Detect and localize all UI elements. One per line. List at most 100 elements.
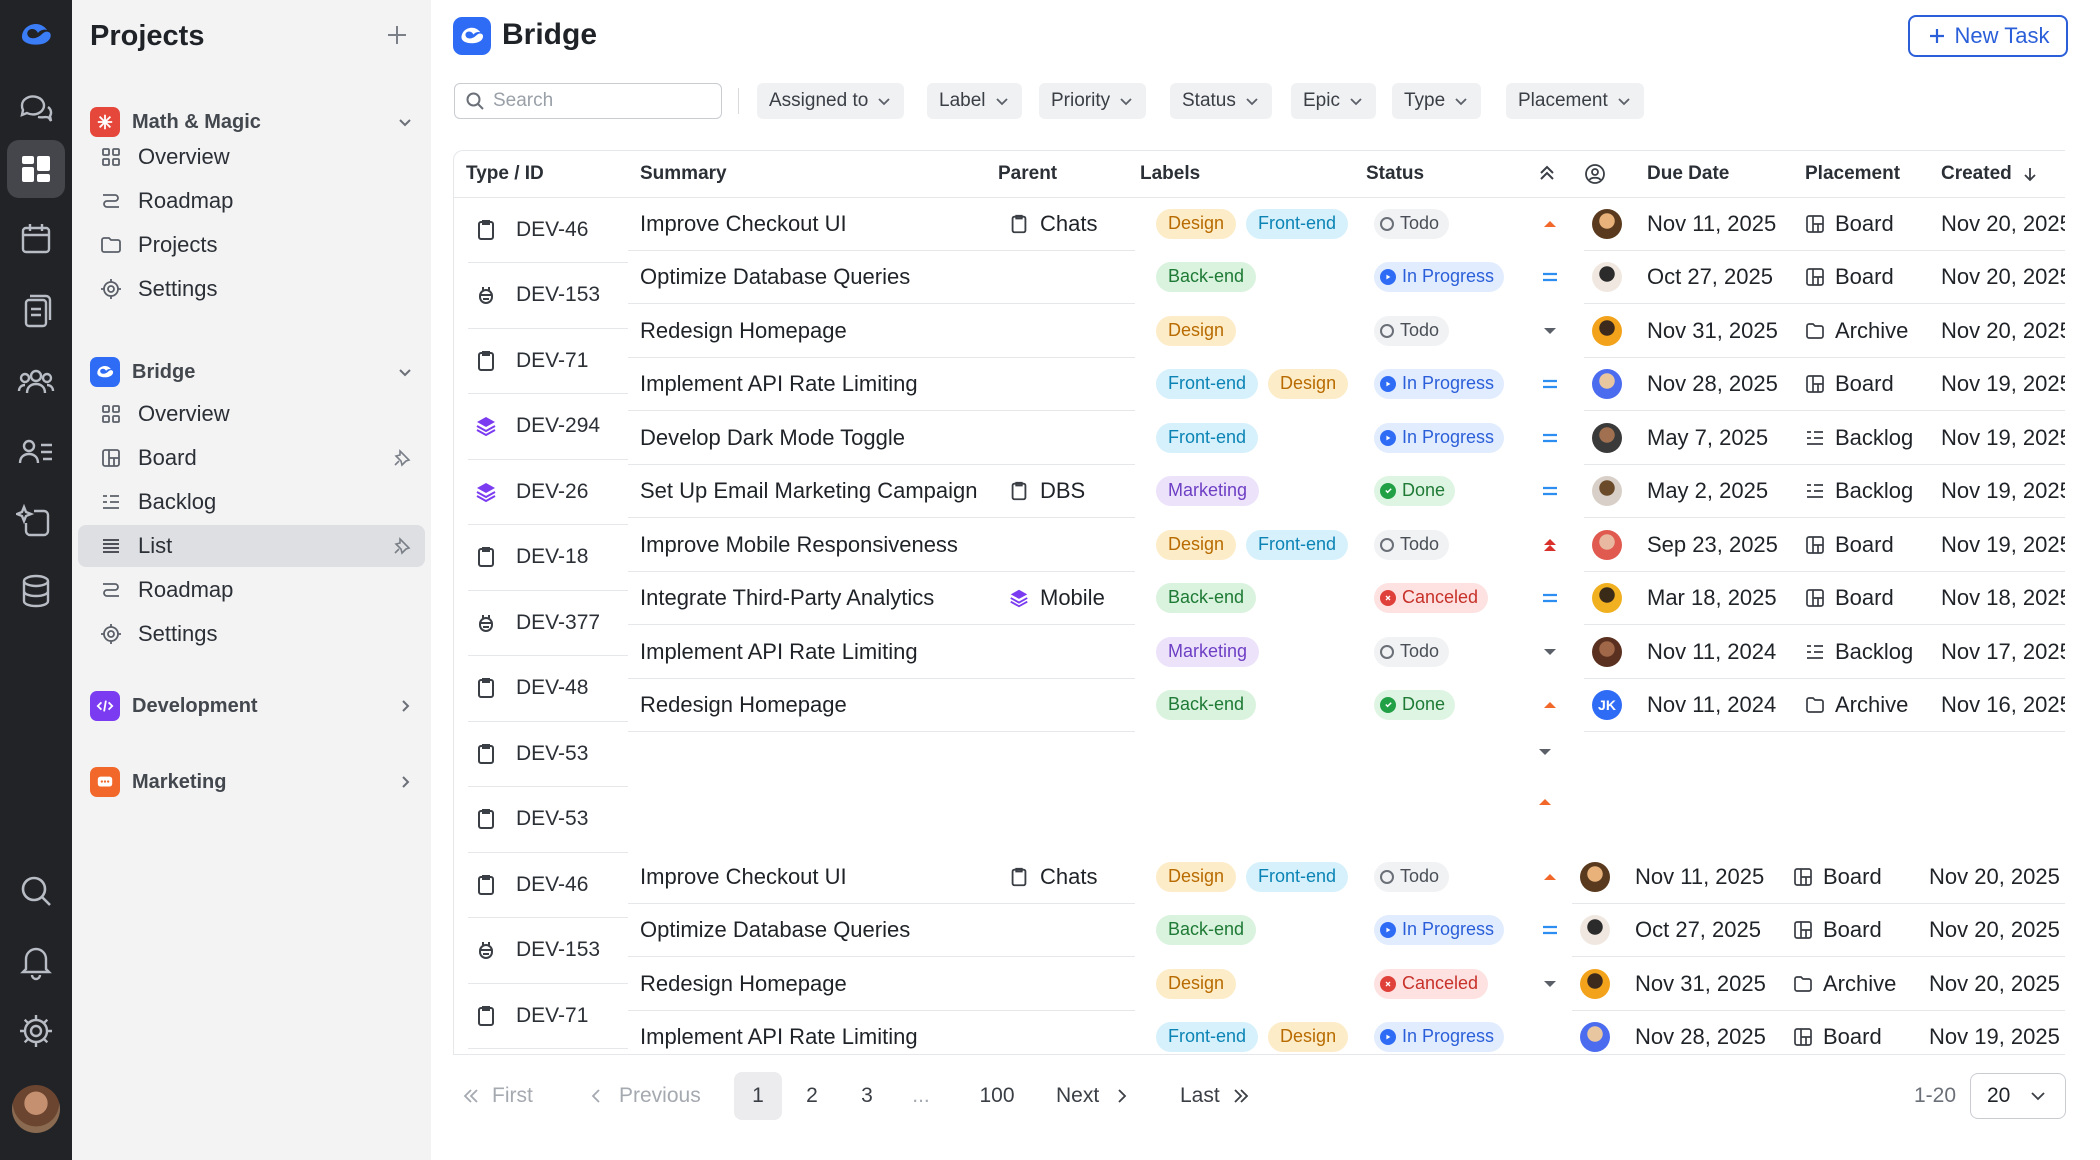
priority-cell[interactable] bbox=[1539, 571, 1561, 624]
priority-cell[interactable] bbox=[1539, 357, 1561, 410]
priority-cell[interactable] bbox=[1539, 250, 1561, 303]
label-badge[interactable]: Front-end bbox=[1246, 529, 1349, 560]
task-id-cell[interactable]: DEV-18 bbox=[454, 524, 628, 590]
due-date[interactable]: Oct 27, 2025 bbox=[1635, 916, 1761, 942]
status-badge[interactable]: In Progress bbox=[1374, 1021, 1505, 1052]
status-cell[interactable]: In Progress bbox=[1374, 250, 1505, 303]
status-badge[interactable]: Canceled bbox=[1374, 582, 1489, 613]
placement-cell[interactable]: Backlog bbox=[1805, 625, 1913, 678]
search-icon[interactable] bbox=[7, 862, 65, 920]
assignee-column-header[interactable] bbox=[1584, 151, 1606, 197]
placement-cell[interactable]: Board bbox=[1793, 1010, 1882, 1054]
assignee-avatar[interactable] bbox=[1592, 475, 1622, 506]
label-badge[interactable]: Marketing bbox=[1156, 636, 1260, 667]
table-row[interactable]: Implement API Rate Limiting Front-end Desi… bbox=[454, 1010, 2065, 1054]
chevron-right-icon[interactable] bbox=[395, 772, 415, 792]
column-header[interactable]: Type / ID bbox=[466, 151, 544, 197]
assignee-avatar[interactable] bbox=[1592, 422, 1622, 453]
status-badge[interactable]: Todo bbox=[1374, 315, 1450, 346]
assignee-cell[interactable] bbox=[1592, 571, 1622, 624]
status-cell[interactable]: Done bbox=[1374, 464, 1456, 517]
task-id-cell[interactable]: DEV-71 bbox=[454, 983, 628, 1048]
assignee-avatar[interactable] bbox=[1592, 315, 1622, 346]
project-group-marketing[interactable]: Marketing bbox=[90, 762, 415, 802]
task-id-cell[interactable]: DEV-53 bbox=[454, 786, 628, 852]
priority-cell[interactable] bbox=[1539, 850, 1561, 903]
due-date[interactable]: Nov 11, 2024 bbox=[1647, 691, 1777, 717]
task-summary[interactable]: Redesign Homepage bbox=[640, 691, 847, 717]
task-id-cell[interactable]: DEV-153 bbox=[454, 917, 628, 983]
status-badge[interactable]: Todo bbox=[1374, 861, 1450, 892]
documents-icon[interactable] bbox=[7, 282, 65, 340]
chevron-down-icon[interactable] bbox=[395, 112, 415, 132]
task-summary[interactable]: Develop Dark Mode Toggle bbox=[640, 424, 905, 450]
task-id-cell[interactable]: DEV-153 bbox=[454, 262, 628, 328]
table-row[interactable]: Implement API Rate Limiting Marketing Todo… bbox=[454, 625, 2065, 678]
project-group-development[interactable]: Development bbox=[90, 686, 415, 726]
task-id-cell[interactable]: DEV-377 bbox=[454, 590, 628, 655]
page-button[interactable]: 3 bbox=[861, 1084, 873, 1107]
task-id-cell[interactable]: DEV-53 bbox=[454, 721, 628, 786]
status-badge[interactable]: In Progress bbox=[1374, 261, 1505, 292]
task-parent[interactable]: Chats bbox=[1008, 197, 1097, 250]
label-badge[interactable]: Back-end bbox=[1156, 689, 1257, 720]
task-summary[interactable]: Improve Checkout UI bbox=[640, 210, 847, 236]
sidebar-item-overview[interactable]: Overview bbox=[78, 393, 425, 435]
assignee-avatar[interactable] bbox=[1592, 529, 1622, 560]
label-badge[interactable]: Marketing bbox=[1156, 475, 1260, 506]
task-summary[interactable]: Improve Checkout UI bbox=[640, 863, 847, 889]
column-header[interactable]: Summary bbox=[640, 151, 727, 197]
column-header[interactable]: Due Date bbox=[1647, 151, 1729, 197]
pin-icon[interactable] bbox=[393, 449, 411, 467]
status-cell[interactable]: Canceled bbox=[1374, 957, 1489, 1010]
placement-cell[interactable]: Backlog bbox=[1805, 411, 1913, 464]
assignee-cell[interactable] bbox=[1592, 250, 1622, 303]
task-summary[interactable]: Integrate Third-Party Analytics bbox=[640, 584, 935, 610]
task-id-cell[interactable]: DEV-71 bbox=[454, 328, 628, 393]
label-badge[interactable]: Front-end bbox=[1156, 422, 1259, 453]
status-cell[interactable]: In Progress bbox=[1374, 903, 1505, 956]
task-summary[interactable]: Optimize Database Queries bbox=[640, 916, 911, 942]
database-icon[interactable] bbox=[7, 562, 65, 620]
task-id-cell[interactable]: DEV-46 bbox=[454, 852, 628, 917]
chevron-down-icon[interactable] bbox=[395, 362, 415, 382]
assignee-avatar[interactable] bbox=[1592, 261, 1622, 292]
priority-cell[interactable] bbox=[1539, 625, 1561, 678]
assignee-avatar[interactable] bbox=[1592, 636, 1622, 667]
task-summary[interactable]: Improve Mobile Responsiveness bbox=[640, 531, 958, 557]
label-badge[interactable]: Design bbox=[1156, 529, 1237, 560]
page-button[interactable]: 1 bbox=[734, 1072, 782, 1120]
previous-page-button[interactable]: Previous bbox=[585, 1072, 701, 1120]
status-badge[interactable]: Canceled bbox=[1374, 968, 1489, 999]
filter-status-button[interactable]: Status bbox=[1170, 83, 1272, 119]
priority-cell[interactable] bbox=[1539, 957, 1561, 1010]
column-header[interactable]: Parent bbox=[998, 151, 1057, 197]
priority-cell[interactable] bbox=[1539, 411, 1561, 464]
filter-label-button[interactable]: Label bbox=[927, 83, 1022, 119]
assignee-cell[interactable] bbox=[1580, 850, 1610, 903]
due-date[interactable]: Oct 27, 2025 bbox=[1647, 263, 1773, 289]
status-badge[interactable]: Done bbox=[1374, 475, 1456, 506]
column-header[interactable]: Created bbox=[1941, 151, 2038, 197]
placement-cell[interactable]: Board bbox=[1793, 850, 1882, 903]
assignee-cell[interactable] bbox=[1592, 357, 1622, 410]
label-badge[interactable]: Design bbox=[1156, 861, 1237, 892]
status-cell[interactable]: Canceled bbox=[1374, 571, 1489, 624]
sidebar-item-backlog[interactable]: Backlog bbox=[78, 481, 425, 523]
task-parent[interactable]: DBS bbox=[1008, 464, 1085, 517]
assignee-avatar[interactable] bbox=[1592, 368, 1622, 399]
placement-cell[interactable]: Board bbox=[1793, 903, 1882, 956]
task-id-cell[interactable]: DEV-46 bbox=[454, 197, 628, 262]
table-row[interactable]: Optimize Database Queries Back-end In Prog… bbox=[454, 903, 2065, 956]
priority-cell[interactable] bbox=[1539, 197, 1561, 250]
project-group-math-magic[interactable]: Math & Magic bbox=[90, 102, 415, 142]
assignee-cell[interactable] bbox=[1592, 464, 1622, 517]
due-date[interactable]: May 7, 2025 bbox=[1647, 424, 1769, 450]
task-parent[interactable]: Mobile bbox=[1008, 571, 1105, 624]
task-summary[interactable]: Set Up Email Marketing Campaign bbox=[640, 477, 978, 503]
status-badge[interactable]: Todo bbox=[1374, 636, 1450, 667]
assignee-cell[interactable] bbox=[1592, 625, 1622, 678]
status-badge[interactable]: Todo bbox=[1374, 529, 1450, 560]
table-row[interactable]: Redesign Homepage Back-end Done JK Nov 11, 2… bbox=[454, 678, 2065, 731]
assignee-cell[interactable] bbox=[1580, 957, 1610, 1010]
